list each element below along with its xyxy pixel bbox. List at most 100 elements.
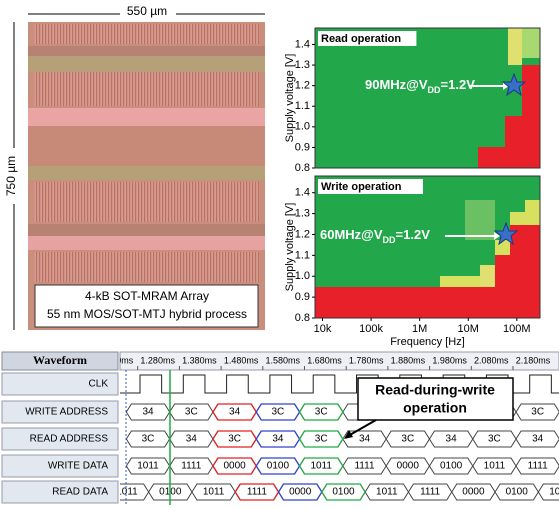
time-label: 2.180ms — [516, 355, 551, 365]
signal-name: READ ADDRESS — [30, 434, 109, 445]
bus-value: 1111 — [354, 461, 374, 472]
x-tick-label: 100k — [359, 323, 383, 335]
width-label: 550 µm — [127, 4, 167, 18]
time-label: 1.980ms — [432, 355, 467, 365]
x-tick-label: 10k — [314, 323, 332, 335]
x-tick-label: 10M — [458, 323, 479, 335]
y-tick-label: 1.0 — [295, 121, 310, 133]
time-label: 1.280ms — [140, 355, 175, 365]
bus-value: 0000 — [397, 461, 420, 472]
bit-array — [34, 252, 259, 282]
marginal-region — [522, 28, 540, 58]
time-label: 2.080ms — [474, 355, 509, 365]
bus-value: 1011 — [376, 487, 398, 498]
bus-value: 1011 — [203, 487, 225, 498]
bus-value: 1011 — [137, 461, 159, 472]
y-tick-label: 0.9 — [295, 291, 310, 303]
annotation-part: 60MHz@V — [320, 227, 383, 242]
time-label: 1.380ms — [182, 355, 217, 365]
height-label: 750 µm — [4, 156, 18, 196]
bus-value: 3C — [401, 434, 414, 445]
annotation: operation — [403, 400, 467, 416]
y-tick-label: 0.8 — [295, 162, 310, 174]
marginal-region — [480, 265, 495, 287]
plot-title: Read operation — [321, 33, 401, 45]
marginal-region — [508, 28, 522, 65]
bus-value: 34 — [142, 407, 154, 418]
y-tick-label: 1.4 — [295, 187, 310, 199]
bus-value: 34 — [446, 434, 458, 445]
y-tick-label: 1.3 — [295, 59, 310, 71]
bus-value: 0100 — [267, 461, 290, 472]
figure: 4-kB SOT-MRAM Array 55 nm MOS/SOT-MTJ hy… — [0, 0, 559, 509]
signal-name: READ DATA — [52, 487, 108, 498]
bit-array — [34, 24, 259, 44]
bus-value: 3C — [185, 407, 198, 418]
bus-value: 1011 — [484, 461, 506, 472]
bus-value: 0000 — [223, 461, 246, 472]
marginal-region — [495, 240, 510, 255]
x-axis-label: Frequency [Hz] — [390, 336, 465, 348]
annotation-part: DD — [383, 235, 396, 245]
micrograph: 4-kB SOT-MRAM Array 55 nm MOS/SOT-MTJ hy… — [4, 4, 265, 330]
waveform-header: Waveform — [33, 353, 87, 367]
marginal-region — [440, 276, 480, 287]
bus-value: 3C — [228, 434, 241, 445]
bus-value: 1011 — [549, 487, 559, 498]
y-tick-label: 1.1 — [295, 100, 310, 112]
time-label: 1.580ms — [266, 355, 301, 365]
y-tick-label: 1.3 — [295, 207, 310, 219]
bus-value: 34 — [272, 434, 284, 445]
time-label: 1.480ms — [224, 355, 259, 365]
annotation-part: DD — [428, 85, 441, 95]
time-label: 1.880ms — [391, 355, 426, 365]
bus-value: 3C — [531, 407, 544, 418]
annotation: Read-during-write — [375, 382, 495, 398]
band — [28, 126, 265, 166]
bit-array — [34, 72, 259, 106]
band — [28, 236, 265, 250]
y-tick-label: 1.4 — [295, 38, 310, 50]
marginal-region — [525, 200, 540, 225]
y-tick-label: 0.9 — [295, 141, 310, 153]
y-tick-label: 1.1 — [295, 249, 310, 261]
band — [28, 166, 265, 180]
bit-array — [34, 182, 259, 222]
bus-value: 34 — [186, 434, 198, 445]
bus-value: 1111 — [247, 487, 267, 498]
bus-value: 3C — [315, 407, 328, 418]
caption: 55 nm MOS/SOT-MTJ hybrid process — [47, 307, 247, 321]
bus-value: 34 — [229, 407, 241, 418]
marginal-region — [465, 200, 495, 240]
signal-name: WRITE ADDRESS — [25, 407, 108, 418]
caption: 4-kB SOT-MRAM Array — [85, 289, 209, 303]
bus-value: 3C — [315, 434, 328, 445]
annotation-part: =1.2V — [396, 227, 431, 242]
bus-value: 34 — [532, 434, 544, 445]
shmoo-write — [315, 176, 540, 318]
bus-value: 1111 — [420, 487, 440, 498]
x-tick-label: 100M — [503, 323, 531, 335]
band — [28, 46, 265, 56]
bus-value: 1011 — [310, 461, 332, 472]
band — [28, 108, 265, 126]
bus-value: 3C — [488, 434, 501, 445]
shmoo-read — [315, 28, 540, 168]
bus-value: 1111 — [181, 461, 201, 472]
y-axis-label: Supply voltage [V] — [284, 203, 296, 292]
band — [28, 224, 265, 236]
plot-title: Write operation — [321, 181, 402, 193]
x-tick-label: 1M — [412, 323, 427, 335]
bus-value: 0100 — [440, 461, 463, 472]
bus-value: 0100 — [506, 487, 529, 498]
annotation-part: 90MHz@V — [365, 77, 428, 92]
annotation-part: =1.2V — [441, 77, 476, 92]
bus-value: 3C — [272, 407, 285, 418]
y-tick-label: 1.2 — [295, 80, 310, 92]
y-axis-label: Supply voltage [V] — [284, 54, 296, 143]
band — [28, 56, 265, 72]
marginal-region — [510, 212, 525, 225]
bus-value: 0000 — [289, 487, 312, 498]
time-label: 1.780ms — [349, 355, 384, 365]
y-tick-label: 0.8 — [295, 312, 310, 324]
